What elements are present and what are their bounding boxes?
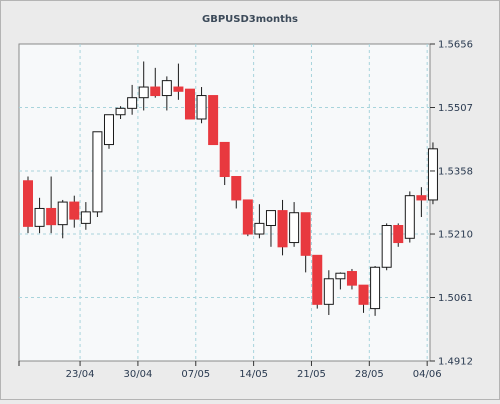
candle [277, 199, 288, 256]
candle-body-up [265, 210, 276, 227]
grid-lines [19, 44, 430, 361]
candle-body-up [381, 225, 392, 268]
candle-body-down [23, 180, 33, 227]
x-tick-label: 28/05 [355, 369, 384, 380]
candle [370, 265, 381, 316]
candle [289, 202, 300, 247]
candle [254, 204, 265, 239]
candle [80, 202, 91, 230]
candle-body-up [80, 211, 91, 224]
candle [103, 114, 114, 149]
candle-body-down [150, 86, 161, 97]
candle-body-down [416, 195, 427, 201]
candle-body-up [323, 278, 334, 305]
candle [393, 223, 404, 247]
candle [138, 61, 149, 111]
candle [184, 88, 195, 120]
x-tick-label: 21/05 [297, 369, 326, 380]
candle-body-up [138, 86, 149, 99]
y-tick-label: 1.5061 [438, 293, 473, 304]
candle-body-up [427, 148, 438, 201]
y-axis: 1.5656 1.5507 1.5358 1.5210 1.5061 1.4912 [430, 40, 473, 368]
candle [358, 284, 369, 313]
candle-body-down [208, 95, 219, 146]
candle-body-down [358, 284, 369, 305]
y-tick-label: 1.5656 [438, 40, 473, 51]
candle [231, 176, 242, 209]
candle-body-up [92, 131, 103, 213]
candle-body-down [346, 271, 357, 286]
candle-body-down [46, 207, 57, 226]
candle [323, 270, 334, 315]
candle [127, 84, 138, 115]
candle [161, 76, 172, 111]
x-tick-label: 07/05 [181, 369, 210, 380]
candle [208, 95, 219, 146]
candle [34, 197, 45, 234]
candle-body-down [184, 88, 195, 120]
candle-body-down [300, 212, 311, 256]
candle [23, 176, 33, 234]
candle [115, 106, 126, 119]
candle [69, 195, 80, 228]
y-tick-label: 1.4912 [438, 357, 473, 368]
candle-body-down [219, 141, 230, 178]
candles [23, 61, 438, 316]
candle [57, 199, 68, 239]
candle [300, 212, 311, 273]
candle-body-up [289, 212, 300, 244]
x-axis: 23/04 30/04 07/05 14/05 21/05 28/05 04/06 [18, 361, 442, 380]
candle-body-up [196, 95, 207, 120]
x-tick-label: 23/04 [66, 369, 95, 380]
candle [46, 176, 57, 234]
candle [150, 67, 161, 98]
candle [346, 268, 357, 290]
candle-body-down [312, 254, 323, 305]
candle [265, 210, 276, 247]
plot-area [18, 43, 431, 362]
y-tick-label: 1.5507 [438, 103, 473, 114]
candle [219, 141, 230, 186]
candle [196, 87, 207, 124]
candle-body-up [127, 97, 138, 109]
x-tick-label: 30/04 [124, 369, 153, 380]
chart-title: GBPUSD3months [202, 14, 298, 25]
candle-body-down [69, 201, 80, 220]
candle-body-down [277, 210, 288, 248]
candle-body-up [161, 80, 172, 97]
candle [92, 131, 103, 217]
candle [416, 187, 427, 217]
candle-body-up [57, 201, 68, 226]
candle-body-up [254, 222, 265, 235]
candle-body-up [335, 272, 346, 280]
candle-body-down [242, 199, 253, 235]
candle-body-down [393, 225, 404, 244]
candle-body-up [370, 266, 381, 310]
y-tick-label: 1.5358 [438, 166, 473, 177]
candle [404, 191, 415, 243]
candle-body-down [173, 86, 184, 92]
x-tick-label: 04/06 [413, 369, 442, 380]
candle [381, 223, 392, 271]
candle [242, 199, 253, 237]
candle-body-up [103, 114, 114, 146]
candle [335, 272, 346, 290]
candle-body-up [404, 195, 415, 239]
candle-body-down [231, 176, 242, 201]
candle-body-up [115, 107, 126, 116]
y-tick-label: 1.5210 [438, 230, 473, 241]
candle-body-up [34, 207, 45, 227]
candle [173, 63, 184, 100]
candle [312, 254, 323, 309]
candle [427, 142, 438, 205]
x-tick-label: 14/05 [239, 369, 268, 380]
